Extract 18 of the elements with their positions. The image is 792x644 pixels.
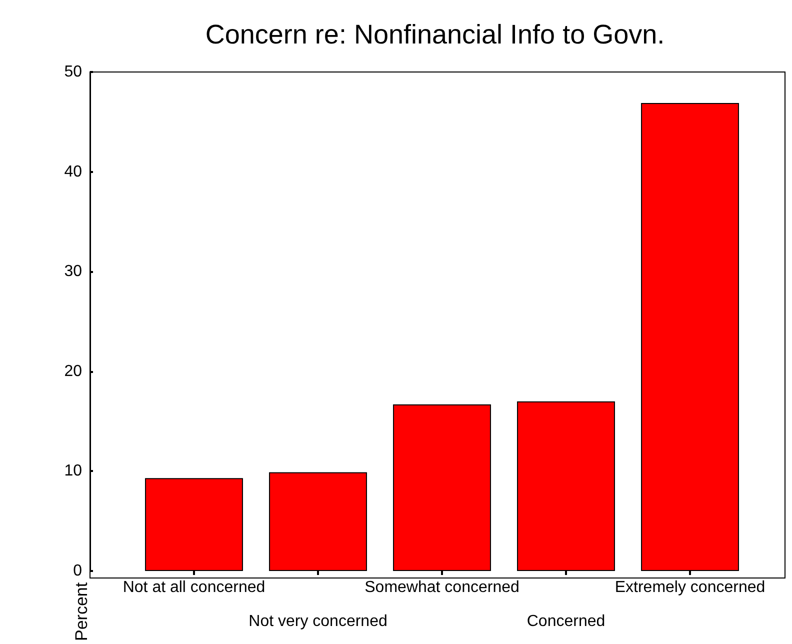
y-tick-label: 0 xyxy=(73,562,82,580)
bar xyxy=(517,401,615,571)
chart-title: Concern re: Nonfinancial Info to Govn. xyxy=(205,20,665,50)
y-tick-label: 50 xyxy=(64,64,82,80)
y-tick-label: 10 xyxy=(64,462,82,480)
bar xyxy=(145,478,243,571)
bar xyxy=(393,404,491,571)
x-tick-label: Not at all concerned xyxy=(122,579,266,596)
x-tick-label: Extremely concerned xyxy=(614,579,766,596)
x-tick-label: Not very concerned xyxy=(248,613,388,630)
x-tick-label: Somewhat concerned xyxy=(364,579,520,596)
bar xyxy=(269,472,367,571)
bar xyxy=(641,102,739,571)
y-tick-label: 30 xyxy=(64,263,82,280)
x-tick-label: Concerned xyxy=(526,613,606,630)
y-tick-label: 40 xyxy=(64,163,82,180)
y-tick-label: 20 xyxy=(64,362,82,380)
y-axis-title: Percent xyxy=(72,582,91,641)
